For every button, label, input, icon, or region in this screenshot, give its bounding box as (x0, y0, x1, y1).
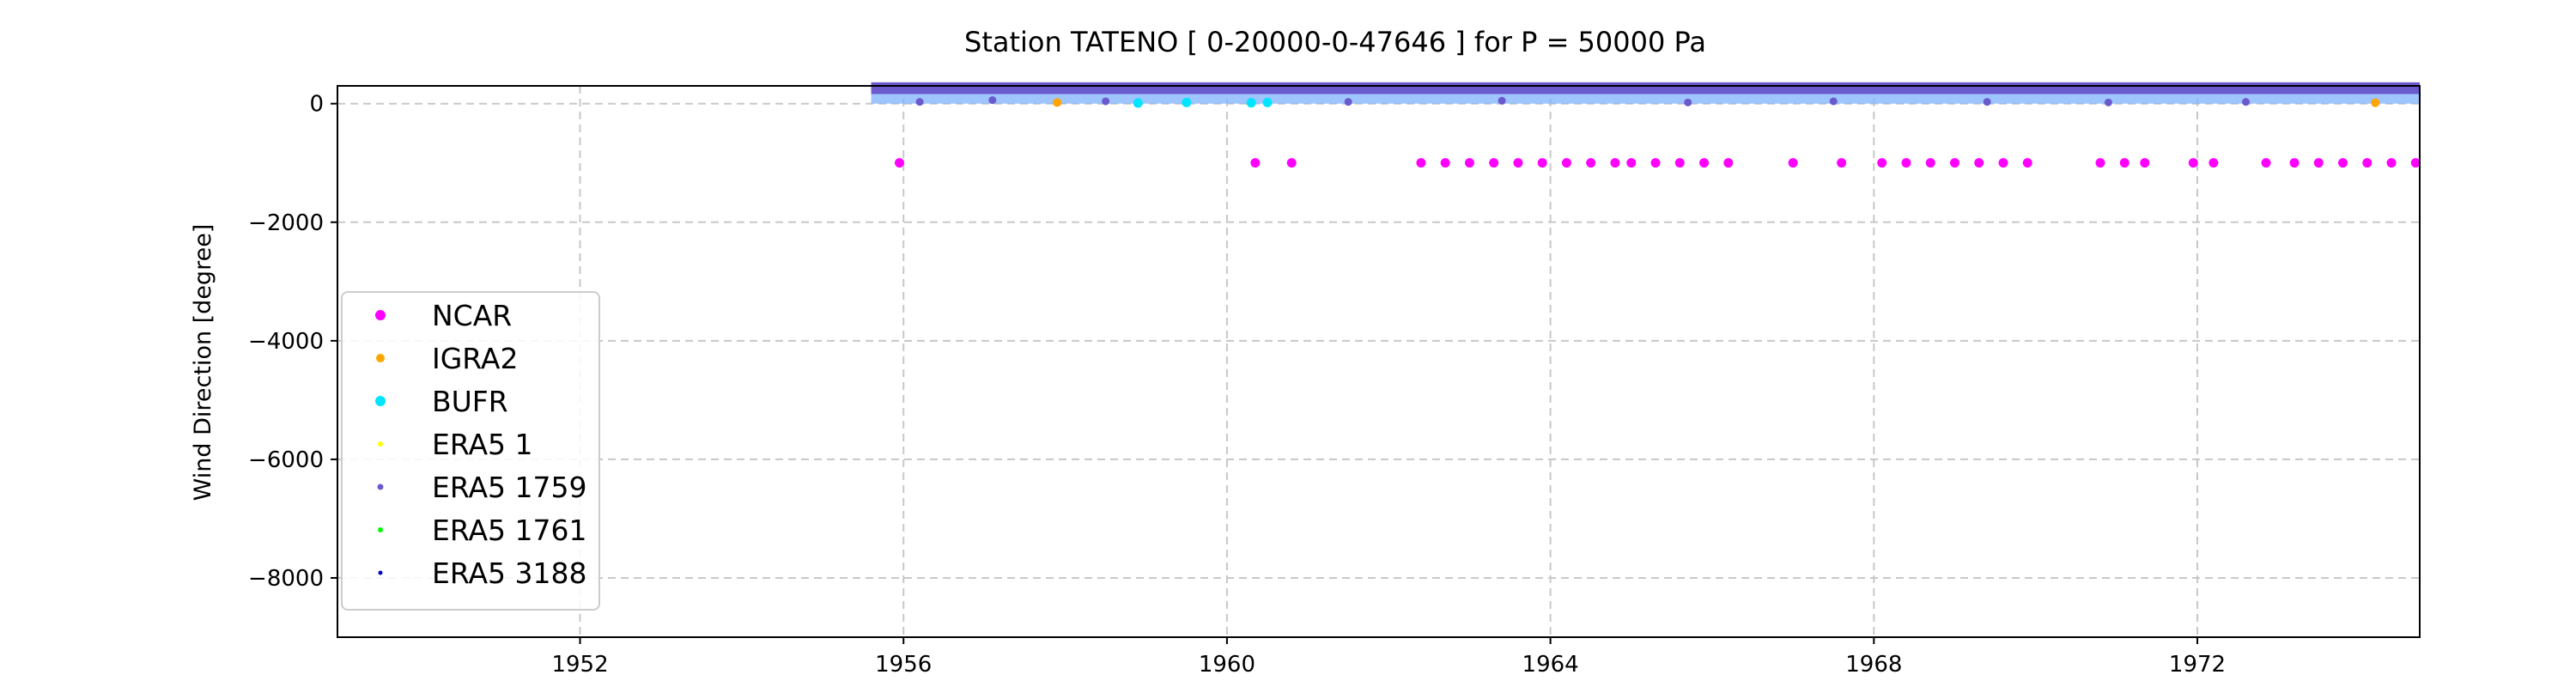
ncar-point (1925, 158, 1935, 168)
bufr-point (1182, 97, 1192, 107)
ncar-point (1489, 158, 1499, 168)
era5-1759-point (1983, 98, 1991, 106)
ncar-point (1723, 158, 1734, 168)
ncar-point (1416, 158, 1426, 168)
ncar-point (1699, 158, 1710, 168)
plot-frame (337, 85, 2421, 638)
ncar-point (1440, 158, 1450, 168)
y-tick-label: 0 (309, 92, 324, 118)
era5-1759-point (988, 96, 997, 105)
era5-1759-point (1684, 98, 1692, 106)
legend-marker-era5-1761 (378, 527, 383, 532)
ncar-point (1537, 158, 1547, 168)
ncar-point (2362, 158, 2372, 168)
legend-label-era5-1761: ERA5 1761 (432, 514, 587, 547)
ncar-point (1286, 158, 1297, 168)
ncar-point (1949, 158, 1959, 168)
x-tick-label: 1956 (875, 652, 932, 678)
ncar-point (1901, 158, 1911, 168)
ncar-point (2188, 158, 2198, 168)
x-tick-label: 1972 (2169, 652, 2226, 678)
ncar-point (2022, 158, 2032, 168)
ncar-point (1788, 158, 1798, 168)
bufr-point (1262, 97, 1273, 107)
y-tick-label: −8000 (248, 566, 324, 592)
ncar-point (2140, 158, 2150, 168)
bufr-point (1246, 98, 1256, 108)
legend-marker-era5-3188 (378, 570, 383, 575)
legend-label-era5-1759: ERA5 1759 (432, 471, 587, 504)
legend-label-bufr: BUFR (432, 385, 508, 418)
legend-label-igra2: IGRA2 (432, 342, 518, 375)
x-tick-label: 1964 (1522, 652, 1579, 678)
bufr-point (1133, 98, 1143, 108)
ncar-point (1561, 158, 1571, 168)
ncar-point (1674, 158, 1685, 168)
legend-label-era5-3188: ERA5 3188 (432, 556, 587, 590)
x-tick-label: 1960 (1199, 652, 1255, 678)
ncar-point (1513, 158, 1523, 168)
ncar-point (1650, 158, 1661, 168)
legend-marker-ncar (375, 310, 386, 320)
ticks-layer: 1952 1956 1960 1964 1968 1972 0 −2000 −4000 −6000… (248, 92, 2226, 678)
ncar-point (2410, 158, 2421, 168)
legend-marker-era5-1759 (377, 483, 384, 490)
ncar-point (2261, 158, 2271, 168)
era5-1759-point (1344, 98, 1352, 106)
legend: NCAR IGRA2 BUFR ERA5 1 ERA5 1759 ERA5 1761 ERA… (341, 291, 600, 611)
ncar-point (1626, 158, 1637, 168)
legend-marker-bufr (375, 396, 386, 406)
era5-1759-point (2242, 98, 2251, 106)
ncar-point (2338, 158, 2348, 168)
era5-1759-point (1829, 97, 1838, 106)
x-tick-label: 1952 (551, 652, 608, 678)
y-tick-label: −2000 (248, 210, 324, 236)
x-tick-label: 1968 (1845, 652, 1902, 678)
era5-1759-band (871, 82, 2420, 94)
era5-1759-point (1102, 97, 1110, 106)
era5-1759-point (915, 98, 924, 106)
igra2-point (1053, 98, 1062, 107)
ncar-point (2119, 158, 2129, 168)
ncar-point (2289, 158, 2300, 168)
legend-marker-igra2 (376, 354, 385, 362)
ncar-point (1974, 158, 1984, 168)
bufr-band (871, 94, 2420, 104)
ncar-point (2208, 158, 2219, 168)
y-tick-label: −4000 (248, 329, 324, 355)
points-layer (895, 96, 2421, 168)
era5-1759-point (1498, 96, 1506, 105)
grid-layer (337, 86, 2420, 637)
ncar-point (1586, 158, 1596, 168)
ncar-point (1610, 158, 1620, 168)
legend-marker-era5-1 (378, 441, 383, 447)
ncar-point (2386, 158, 2397, 168)
legend-label-era5-1: ERA5 1 (432, 428, 533, 461)
ncar-point (1464, 158, 1474, 168)
ncar-point (1998, 158, 2008, 168)
ncar-point (2095, 158, 2105, 168)
ncar-point (1250, 158, 1261, 168)
igra2-point (2371, 98, 2380, 107)
ncar-point (1837, 158, 1847, 168)
legend-label-ncar: NCAR (432, 299, 512, 332)
ncar-point (2313, 158, 2324, 168)
y-tick-label: −6000 (248, 447, 324, 473)
ncar-point (895, 158, 905, 168)
chart-title: Station TATENO [ 0-20000-0-47646 ] for P… (964, 26, 1706, 58)
era5-1759-point (2104, 98, 2112, 106)
legend-box (341, 291, 600, 611)
ncar-point (1877, 158, 1887, 168)
y-axis-label: Wind Direction [degree] (190, 224, 216, 502)
